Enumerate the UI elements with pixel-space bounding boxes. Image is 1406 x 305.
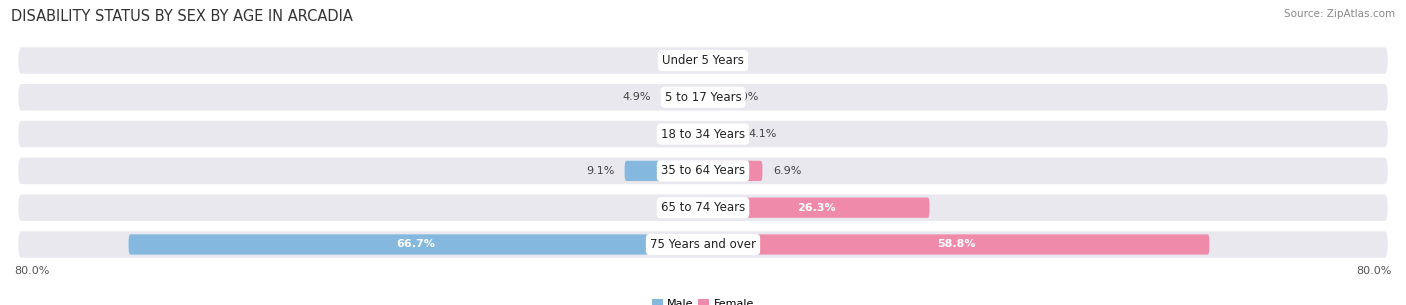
Text: 0.0%: 0.0% <box>713 56 741 66</box>
Text: Under 5 Years: Under 5 Years <box>662 54 744 67</box>
Text: 4.1%: 4.1% <box>748 129 778 139</box>
FancyBboxPatch shape <box>18 158 1388 184</box>
Text: 0.0%: 0.0% <box>665 56 693 66</box>
FancyBboxPatch shape <box>703 124 738 144</box>
Text: 80.0%: 80.0% <box>1357 266 1392 276</box>
FancyBboxPatch shape <box>703 87 720 107</box>
FancyBboxPatch shape <box>18 231 1388 258</box>
Text: 58.8%: 58.8% <box>936 239 976 249</box>
Text: 35 to 64 Years: 35 to 64 Years <box>661 164 745 178</box>
Text: 4.9%: 4.9% <box>621 92 651 102</box>
Text: 0.0%: 0.0% <box>665 129 693 139</box>
FancyBboxPatch shape <box>128 234 703 255</box>
Text: 5 to 17 Years: 5 to 17 Years <box>665 91 741 104</box>
Text: DISABILITY STATUS BY SEX BY AGE IN ARCADIA: DISABILITY STATUS BY SEX BY AGE IN ARCAD… <box>11 9 353 24</box>
FancyBboxPatch shape <box>18 121 1388 147</box>
Text: 18 to 34 Years: 18 to 34 Years <box>661 127 745 141</box>
Text: 26.3%: 26.3% <box>797 203 835 213</box>
FancyBboxPatch shape <box>18 195 1388 221</box>
FancyBboxPatch shape <box>703 161 762 181</box>
FancyBboxPatch shape <box>18 84 1388 110</box>
Text: 6.9%: 6.9% <box>773 166 801 176</box>
Text: 9.1%: 9.1% <box>586 166 614 176</box>
Legend: Male, Female: Male, Female <box>647 295 759 305</box>
Text: 75 Years and over: 75 Years and over <box>650 238 756 251</box>
Text: 80.0%: 80.0% <box>14 266 49 276</box>
FancyBboxPatch shape <box>18 47 1388 74</box>
FancyBboxPatch shape <box>703 234 1209 255</box>
Text: 65 to 74 Years: 65 to 74 Years <box>661 201 745 214</box>
Text: 66.7%: 66.7% <box>396 239 436 249</box>
FancyBboxPatch shape <box>624 161 703 181</box>
Text: 0.0%: 0.0% <box>665 203 693 213</box>
Text: 2.0%: 2.0% <box>731 92 759 102</box>
FancyBboxPatch shape <box>703 198 929 218</box>
FancyBboxPatch shape <box>661 87 703 107</box>
Text: Source: ZipAtlas.com: Source: ZipAtlas.com <box>1284 9 1395 19</box>
